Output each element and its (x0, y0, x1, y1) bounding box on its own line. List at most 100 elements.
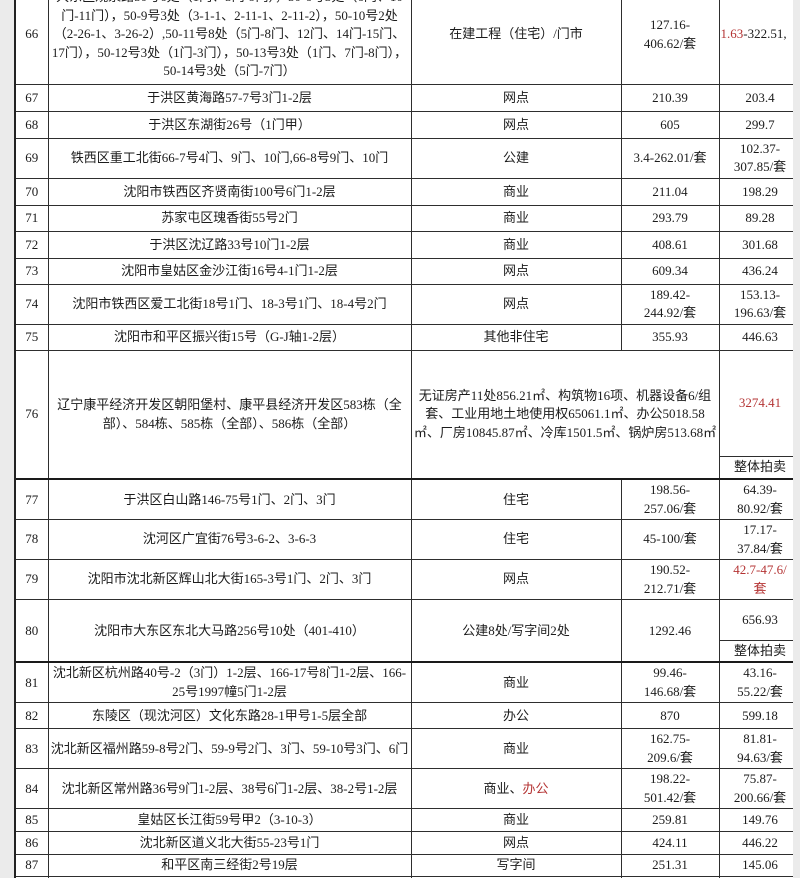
cell-text: 沈北新区道义北大街55-23号1门 (139, 834, 320, 850)
cell-text: 259.81 (652, 811, 688, 827)
cell-text: 75.87- 200.66/套 (733, 771, 787, 805)
cell-text: 145.06 (742, 857, 778, 873)
table-row: 71 苏家屯区瑰香街55号2门 商业 293.79 89.28 (14, 204, 800, 232)
cell-text: 公建8处/写字间2处 (462, 622, 570, 638)
type-cell: 公建8处/写字间2处 (410, 599, 622, 663)
cell-text: 和平区南三经街2号19层 (161, 857, 298, 873)
cell-text: 商业 (502, 183, 529, 199)
cell-text: 网点 (502, 834, 529, 850)
cell-text: 73 (25, 263, 39, 279)
row-number-cell: 80 (14, 599, 49, 663)
row-number-cell: 84 (14, 768, 49, 810)
type-cell: 在建工程（住宅）/门市 (410, 0, 622, 85)
cell-text: 102.37- 307.85/套 (733, 141, 787, 175)
table-row: 81 沈北新区杭州路40号-2（3门）1-2层、166-17号8门1-2层、166… (14, 661, 800, 704)
cell-text: 网点 (502, 89, 529, 105)
price-cell: 1.63-322.51, (718, 0, 800, 85)
price-cell: 81.81- 94.63/套 (718, 728, 800, 770)
table-row: 66 大东区观泉路50号6处（1门、3门-9门），50-6号3处（6门、10门-1… (14, 0, 800, 85)
cell-text: 1292.46 (648, 622, 692, 638)
type-cell: 公建 (410, 138, 622, 179)
cell-text: 67 (25, 89, 39, 105)
cell-text: 189.42- 244.92/套 (643, 286, 697, 321)
cell-text: 沈阳市大东区东北大马路256号10处（401-410） (94, 622, 365, 638)
price-cell: 446.22 (718, 831, 800, 856)
cell-text: 408.61 (652, 236, 688, 252)
price-cell: 299.7 (718, 111, 800, 139)
address-cell: 和平区南三经街2号19层 (47, 854, 412, 878)
cell-text: 80 (25, 622, 39, 638)
table-row: 75 沈阳市和平区振兴街15号（G-J轴1-2层） 其他非住宅 355.93 446.6… (14, 323, 800, 351)
row-number-cell: 77 (14, 478, 49, 521)
area-cell: 605 (620, 111, 720, 139)
cell-text: 苏家屯区瑰香街55号2门 (161, 210, 298, 226)
row-number-cell: 83 (14, 728, 49, 770)
cell-text: -322.51, (743, 26, 787, 42)
type-cell: 商业 (410, 230, 622, 259)
type-cell: 网点 (410, 831, 622, 856)
area-cell: 162.75- 209.6/套 (620, 728, 720, 770)
type-cell: 网点 (410, 283, 622, 325)
address-cell: 沈北新区福州路59-8号2门、59-9号2门、3门、59-10号3门、6门 (47, 728, 412, 770)
cell-text: 153.13- 196.63/套 (733, 286, 787, 321)
row-number-cell: 67 (14, 84, 49, 112)
table-row: 78 沈河区广宜街76号3-6-2、3-6-3 住宅 45-100/套 17.17- 3… (14, 519, 800, 561)
type-cell: 其他非住宅 (410, 323, 622, 351)
table-row: 73 沈阳市皇姑区金沙江街16号4-1门1-2层 网点 609.34 436.24 (14, 257, 800, 285)
price-cell: 64.39- 80.92/套 (718, 478, 800, 521)
cell-text: 210.39 (652, 89, 688, 105)
row-number-cell: 86 (14, 831, 49, 856)
cell-text: 办公 (502, 707, 529, 723)
address-cell: 辽宁康平经济开发区朝阳堡村、康平县经济开发区583栋（全部）、584栋、585栋… (47, 349, 412, 480)
cell-text: 铁西区重工北街66-7号4门、9门、10门,66-8号9门、10门 (70, 150, 389, 166)
cell-text: 皇姑区长江街59号甲2（3-10-3） (137, 811, 322, 827)
cell-text: 72 (25, 236, 39, 252)
cell-text: 无证房产11处856.21㎡、构筑物16项、机器设备6/组套、工业用地土地使用权… (413, 387, 717, 440)
cell-text: 沈阳市皇姑区金沙江街16号4-1门1-2层 (121, 263, 338, 279)
address-cell: 沈河区广宜街76号3-6-2、3-6-3 (47, 519, 412, 561)
cell-text: 沈阳市铁西区爱工北街18号1门、18-3号1门、18-4号2门 (72, 296, 387, 312)
address-cell: 沈阳市铁西区齐贤南街100号6门1-2层 (47, 177, 412, 206)
cell-text: 446.63 (742, 329, 778, 345)
cell-text: 89.28 (745, 210, 775, 226)
area-cell: 127.16- 406.62/套 (620, 0, 720, 85)
price-cell: 42.7-47.6/ 套 (718, 559, 800, 601)
cell-text: 沈河区广宜街76号3-6-2、3-6-3 (142, 531, 317, 547)
price-cell: 301.68 (718, 230, 800, 259)
table-row: 80 沈阳市大东区东北大马路256号10处（401-410） 公建8处/写字间2处 1… (14, 599, 800, 663)
cell-text: 商业、 (483, 780, 523, 796)
area-cell: 189.42- 244.92/套 (620, 283, 720, 325)
cell-text: 于洪区东湖街26号（1门甲） (148, 116, 311, 132)
cell-text: 其他非住宅 (483, 329, 549, 345)
cell-text: 于洪区白山路146-75号1门、2门、3门 (123, 491, 336, 507)
price-cell: 102.37- 307.85/套 (718, 138, 800, 179)
address-cell: 东陵区（现沈河区）文化东路28-1甲号1-5层全部 (47, 702, 412, 730)
row-number-cell: 78 (14, 519, 49, 561)
price-cell: 436.24 (718, 257, 800, 285)
area-cell: 1292.46 (620, 599, 720, 663)
price-cell: 656.93 (718, 599, 800, 642)
row-number-cell: 81 (14, 661, 49, 704)
price-cell: 89.28 (718, 204, 800, 232)
address-cell: 于洪区白山路146-75号1门、2门、3门 (47, 478, 412, 521)
price-cell: 153.13- 196.63/套 (718, 283, 800, 325)
cell-text: 85 (25, 811, 39, 827)
cell-text: 整体拍卖 (733, 643, 786, 659)
type-area-merged-cell: 无证房产11处856.21㎡、构筑物16项、机器设备6/组套、工业用地土地使用权… (410, 349, 720, 480)
cell-text: 商业 (502, 740, 529, 756)
cell-text: 76 (25, 406, 39, 422)
type-cell: 办公 (410, 702, 622, 730)
type-cell: 住宅 (410, 519, 622, 561)
cell-text: 203.4 (745, 89, 775, 105)
cell-text: 辽宁康平经济开发区朝阳堡村、康平县经济开发区583栋（全部）、584栋、585栋… (57, 397, 402, 431)
cell-text: 沈北新区杭州路40号-2（3门）1-2层、166-17号8门1-2层、166-2… (52, 665, 407, 699)
row-number-cell: 66 (14, 0, 49, 85)
cell-text: 3274.41 (738, 395, 782, 411)
cell-text: 沈阳市和平区振兴街15号（G-J轴1-2层） (113, 329, 346, 345)
area-cell: 45-100/套 (620, 519, 720, 561)
type-cell: 商业 (410, 661, 622, 704)
cell-text: 在建工程（住宅）/门市 (449, 26, 583, 42)
cell-text: 75 (25, 329, 39, 345)
type-cell: 网点 (410, 559, 622, 601)
cell-text: 355.93 (652, 329, 688, 345)
